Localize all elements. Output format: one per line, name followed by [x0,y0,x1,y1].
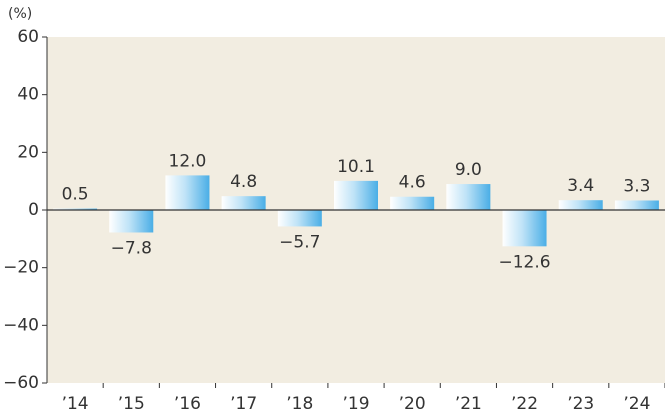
bar [558,200,603,210]
x-tick-label: ’20 [399,394,426,414]
data-label: −5.7 [279,232,320,252]
data-label: −7.8 [111,238,152,258]
y-axis-label: (%) [8,6,32,22]
x-tick-label: ’17 [230,394,257,414]
bar [446,184,491,210]
bar [109,210,154,233]
data-label: 0.5 [62,185,89,205]
data-label: −12.6 [498,252,550,272]
data-label: 9.0 [455,160,482,180]
y-tick-label: 20 [17,142,39,162]
bar [277,210,322,227]
data-label: 3.4 [567,176,594,196]
data-label: 3.3 [623,176,650,196]
data-label: 12.0 [169,151,207,171]
bar [53,208,98,210]
x-tick-label: ’14 [62,394,89,414]
bar [165,175,210,210]
data-label: 4.6 [399,173,426,193]
y-tick-label: −20 [3,258,39,278]
x-tick-label: ’18 [286,394,313,414]
x-tick-label: ’21 [455,394,482,414]
x-tick-label: ’15 [118,394,145,414]
bar [614,200,659,210]
bar [502,210,547,247]
y-tick-label: −40 [3,315,39,335]
bar [334,180,378,210]
y-tick-label: 40 [17,85,39,105]
y-tick-label: 0 [28,200,39,220]
bar [221,196,266,210]
x-tick-label: ’22 [511,394,538,414]
x-tick-label: ’24 [623,394,650,414]
data-label: 10.1 [337,157,375,177]
data-label: 4.8 [230,172,257,192]
y-tick-label: 60 [17,27,39,47]
bar [390,196,435,210]
y-tick-label: −60 [3,373,39,393]
x-tick-label: ’23 [567,394,594,414]
x-tick-label: ’19 [342,394,369,414]
x-tick-label: ’16 [174,394,201,414]
